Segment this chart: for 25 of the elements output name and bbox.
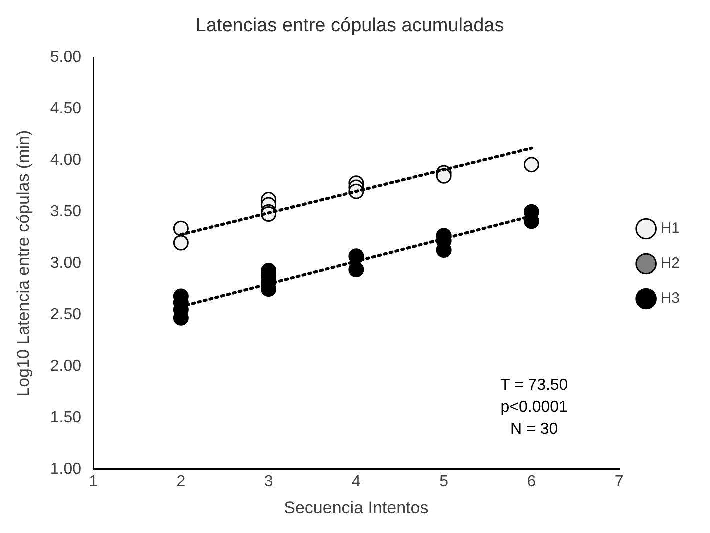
y-tick-label: 4.50 <box>50 100 82 118</box>
legend-label: H1 <box>660 220 680 238</box>
x-tick-label: 6 <box>527 473 536 490</box>
y-tick-label: 3.50 <box>50 204 82 221</box>
y-tick-label: 3.00 <box>50 255 82 272</box>
y-tick-label: 4.00 <box>50 152 82 170</box>
legend-label: H2 <box>660 255 680 272</box>
y-tick-label: 1.00 <box>50 460 82 478</box>
x-tick-label: 3 <box>264 473 274 490</box>
x-axis-title: Secuencia Intentos <box>284 498 429 518</box>
y-axis-title: Log10 Latencia entre cópulas (min) <box>14 130 33 397</box>
annotation: N = 30 <box>510 420 558 438</box>
y-tick-label: 2.50 <box>50 306 82 324</box>
x-tick-label: 4 <box>352 473 361 490</box>
x-tick-label: 1 <box>89 473 98 490</box>
annotation: p<0.0001 <box>500 398 568 416</box>
chart-title: Latencias entre cópulas acumuladas <box>196 16 504 37</box>
x-tick-label: 7 <box>614 473 624 490</box>
y-tick-label: 2.00 <box>50 358 82 375</box>
annotation: T = 73.50 <box>500 376 568 394</box>
y-tick-label: 5.00 <box>50 49 82 66</box>
legend-label: H3 <box>660 290 680 308</box>
y-tick-label: 1.50 <box>50 409 82 426</box>
x-tick-label: 5 <box>440 473 449 490</box>
x-tick-label: 2 <box>176 473 186 490</box>
